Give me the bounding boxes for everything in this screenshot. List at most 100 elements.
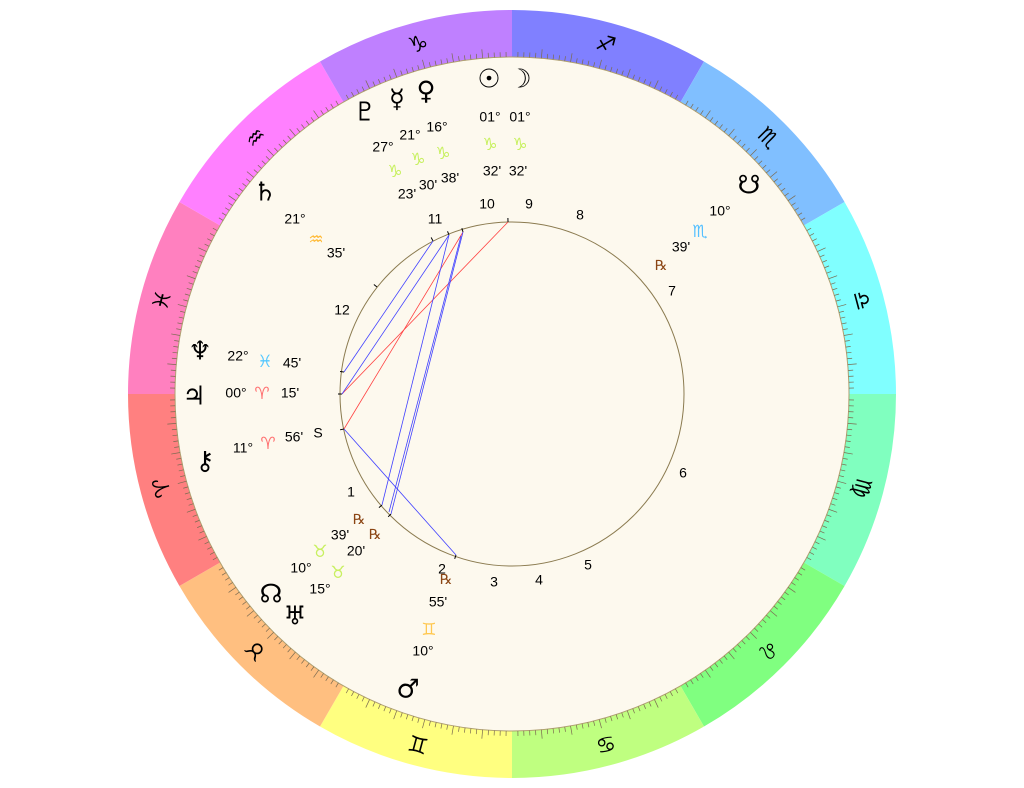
degree-tick — [700, 673, 704, 678]
zodiac-sign-icon: ♑︎ — [482, 135, 497, 155]
degree-tick — [787, 587, 796, 593]
degree-tick — [330, 679, 334, 685]
house-number: 1 — [347, 484, 355, 500]
degree-tick — [351, 691, 355, 697]
degree-tick — [819, 530, 825, 534]
degree-tick — [265, 156, 270, 161]
degree-tick — [378, 79, 381, 84]
degree-tick — [832, 497, 838, 501]
planet-minute: 45' — [283, 355, 301, 371]
degree-tick — [289, 651, 296, 660]
zodiac-segment-pisces — [128, 202, 221, 394]
planet-position-mark — [373, 284, 378, 288]
degree-tick — [186, 508, 196, 513]
degree-tick — [837, 304, 847, 308]
degree-tick — [228, 195, 237, 201]
north-node-icon: ☊︎ — [259, 580, 282, 610]
degree-tick — [826, 514, 832, 517]
degree-tick — [737, 139, 742, 144]
degree-tick — [267, 632, 274, 639]
planet-degree: 27° — [372, 139, 393, 155]
degree-tick — [690, 679, 694, 685]
degree-tick — [791, 582, 796, 586]
degree-tick — [564, 56, 566, 62]
planet-minute: 39' — [672, 239, 690, 255]
degree-tick — [171, 452, 181, 455]
mercury-icon: ☿︎ — [389, 85, 405, 115]
degree-tick — [809, 233, 815, 237]
degree-tick — [777, 183, 782, 187]
degree-tick — [824, 519, 830, 523]
degree-tick — [800, 217, 806, 221]
degree-tick — [356, 694, 360, 699]
degree-tick — [172, 434, 178, 437]
planet-minute: 15' — [281, 385, 299, 401]
chiron-icon: ⚷︎ — [195, 447, 214, 477]
degree-tick — [847, 423, 857, 425]
planet-position-mark — [454, 554, 457, 559]
degree-tick — [754, 627, 759, 632]
planet-saturn: ♄︎ 21°♒︎35' — [253, 178, 345, 261]
planet-minute: 32' — [483, 163, 501, 179]
aspect-line-trine — [388, 235, 462, 513]
degree-tick — [177, 304, 187, 308]
planet-position-mark — [430, 237, 434, 242]
degree-tick — [626, 710, 631, 720]
degree-tick — [361, 86, 365, 92]
planet-minute: 56' — [285, 429, 303, 445]
degree-tick — [826, 271, 832, 274]
house-number: 4 — [535, 572, 543, 588]
zodiac-sign-icon: ♑︎ — [410, 150, 425, 170]
degree-tick — [695, 676, 699, 682]
degree-tick — [199, 530, 205, 534]
degree-tick — [389, 74, 392, 80]
degree-tick — [301, 124, 305, 129]
degree-tick — [345, 688, 349, 694]
degree-tick — [224, 207, 230, 211]
planet-degree: 01° — [509, 109, 530, 125]
degree-tick — [780, 596, 786, 601]
planet-position-mark — [339, 428, 345, 431]
planet-degree: 01° — [479, 109, 500, 125]
degree-tick — [737, 644, 742, 649]
aspect-line-trine — [341, 234, 450, 395]
degree-tick — [794, 207, 800, 211]
degree-tick — [446, 58, 449, 64]
degree-tick — [261, 160, 266, 165]
degree-tick — [278, 143, 283, 148]
planet-position-mark — [447, 231, 450, 236]
degree-tick — [184, 293, 190, 296]
degree-tick — [301, 659, 305, 664]
degree-tick — [228, 587, 237, 593]
degree-tick — [610, 66, 613, 72]
aspect-lines — [341, 221, 509, 556]
planet-pluto: ♇︎ 27° ♑︎ 23' — [353, 98, 416, 202]
zodiac-sign-icon: ♓︎ — [257, 352, 272, 372]
zodiac-sign-icon: ♒︎ — [308, 230, 323, 250]
degree-tick — [197, 260, 202, 263]
degree-tick — [325, 106, 329, 112]
degree-tick — [766, 614, 771, 619]
degree-tick — [198, 247, 207, 252]
degree-tick — [777, 601, 782, 605]
zodiac-segment-aries — [128, 394, 221, 586]
degree-tick — [719, 659, 723, 664]
degree-tick — [587, 722, 590, 728]
degree-tick — [732, 135, 737, 140]
degree-tick — [845, 346, 851, 348]
degree-tick — [278, 640, 283, 645]
degree-tick — [310, 117, 315, 122]
degree-tick — [257, 619, 262, 624]
degree-tick — [814, 541, 820, 545]
zodiac-segment-gemini — [320, 685, 512, 778]
house-number: 12 — [334, 302, 350, 318]
degree-tick — [541, 49, 543, 59]
degree-tick — [221, 572, 227, 576]
degree-tick — [198, 536, 207, 541]
degree-tick — [847, 357, 853, 360]
degree-tick — [481, 49, 483, 59]
neptune-icon: ♆︎ — [188, 337, 211, 367]
degree-tick — [212, 557, 218, 561]
planet-degree: 10° — [709, 203, 730, 219]
planet-venus: ♀︎ 16° ♑︎ 38' — [416, 77, 459, 186]
